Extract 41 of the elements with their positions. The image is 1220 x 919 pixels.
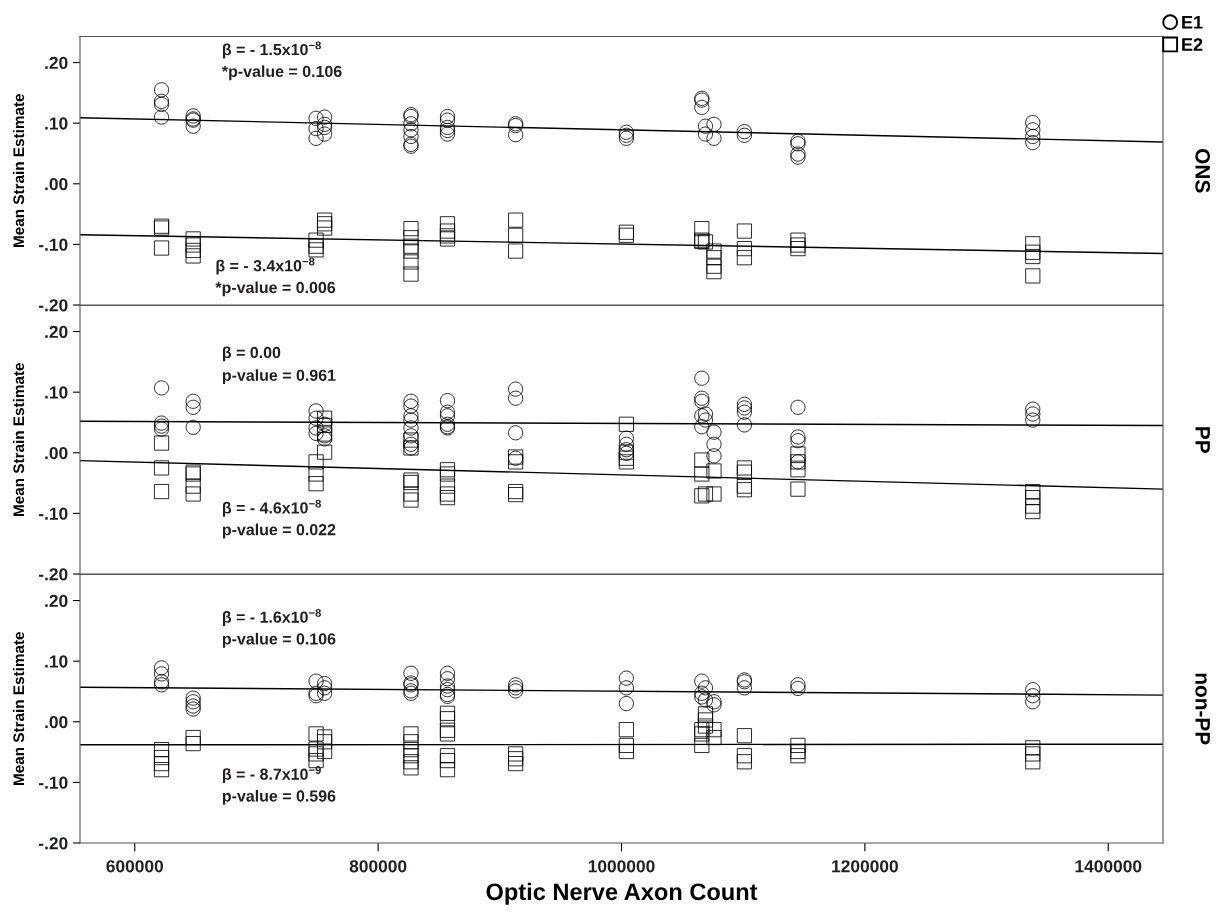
annotation: p-value = 0.022 — [222, 523, 336, 539]
annotation: β = - 1.6x10$^{−8}$ — [222, 608, 321, 626]
x-tick-label: 600000 — [106, 860, 164, 873]
x-tick-label: 1400000 — [1075, 860, 1142, 873]
y-tick-label: -.20 — [38, 837, 68, 850]
y-tick-label: -.10 — [38, 238, 68, 251]
y-tick-label: .10 — [45, 655, 68, 668]
y-axis-title: Mean Strain Estimate — [12, 94, 25, 247]
y-axis-title: Mean Strain Estimate — [12, 632, 25, 785]
y-tick-label: -.20 — [38, 568, 68, 581]
annotation: p-value = 0.106 — [222, 632, 336, 648]
y-tick-label: .20 — [45, 594, 68, 608]
legend-label: E1 — [1182, 16, 1203, 29]
y-tick-label: .00 — [45, 446, 68, 460]
legend-label: E2 — [1182, 38, 1203, 51]
x-tick-label: 1200000 — [832, 860, 898, 873]
y2-axis-title: ONS — [1195, 149, 1211, 193]
annotation: p-value = 0.961 — [222, 369, 336, 385]
y2-axis-title: PP — [1195, 427, 1210, 453]
y-tick-label: -.10 — [38, 507, 68, 520]
y-tick-label: .10 — [45, 117, 68, 130]
x-axis-title: Optic Nerve Axon Count — [486, 882, 758, 905]
x-tick-label: 800000 — [349, 860, 407, 873]
y-tick-label: .00 — [45, 715, 68, 729]
annotation: *p-value = 0.106 — [221, 65, 342, 81]
x-tick-label: 1000000 — [588, 860, 655, 873]
y-tick-label: .00 — [45, 177, 68, 191]
annotation: β = - 3.4x10$^{−8}$ — [216, 257, 315, 275]
y2-axis-title: non-PP — [1195, 673, 1210, 745]
y-tick-label: .20 — [45, 325, 68, 339]
annotation: β = - 4.6x10$^{−8}$ — [222, 499, 321, 517]
y-tick-label: -.20 — [38, 299, 68, 312]
annotation: β = 0.00 — [222, 346, 281, 362]
annotation: *p-value = 0.006 — [215, 281, 336, 297]
y-tick-label: -.10 — [38, 776, 68, 789]
annotation: β = - 8.7x10$^{−9}$ — [222, 765, 321, 784]
y-tick-label: .10 — [45, 386, 68, 399]
annotation: p-value = 0.596 — [222, 789, 336, 805]
annotation: β = - 1.5x10$^{−8}$ — [222, 41, 321, 59]
y-axis-title: Mean Strain Estimate — [12, 363, 25, 516]
y-tick-label: .20 — [45, 56, 68, 70]
